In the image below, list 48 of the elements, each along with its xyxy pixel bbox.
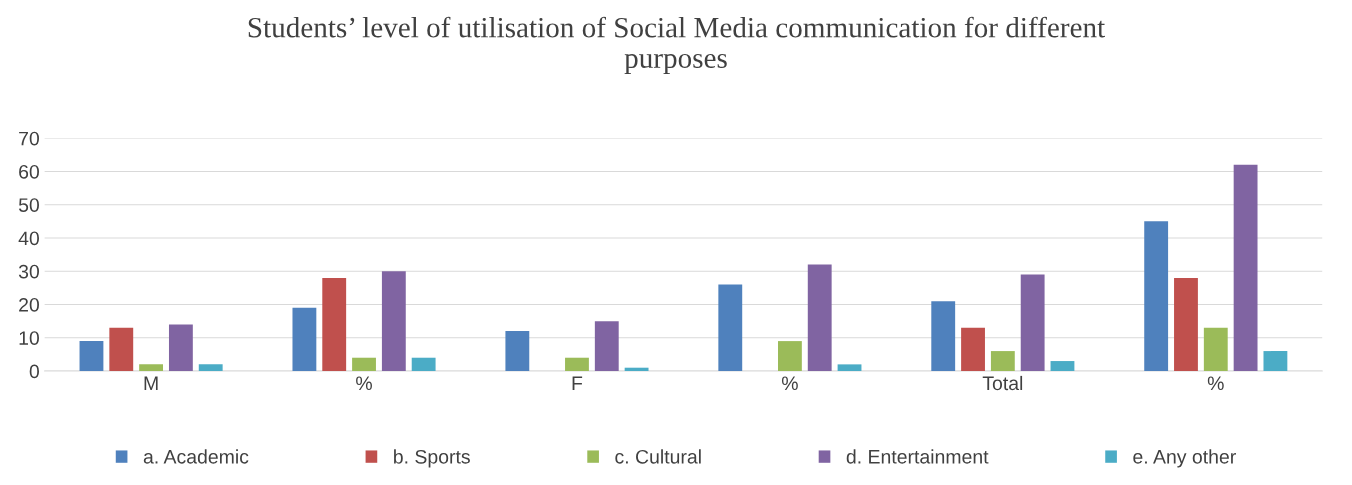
bar bbox=[718, 284, 743, 372]
bar bbox=[79, 341, 104, 372]
y-tick-label: 20 bbox=[19, 297, 39, 312]
bar bbox=[109, 327, 134, 372]
x-tick-label: M bbox=[144, 376, 158, 390]
bar bbox=[292, 307, 317, 372]
bar bbox=[139, 364, 164, 372]
x-tick-label: % bbox=[356, 376, 372, 391]
x-tick-label: % bbox=[781, 376, 798, 391]
legend-label: e. Any other bbox=[1133, 449, 1236, 468]
bar bbox=[505, 331, 530, 372]
bar bbox=[1144, 221, 1169, 372]
y-tick-label: 70 bbox=[19, 131, 39, 146]
legend-label: c. Cultural bbox=[615, 449, 701, 464]
bar bbox=[381, 271, 406, 372]
bar bbox=[1050, 361, 1075, 372]
bar bbox=[565, 357, 589, 372]
bar bbox=[1174, 277, 1198, 372]
bar bbox=[807, 264, 832, 372]
bar bbox=[322, 277, 347, 372]
bar bbox=[990, 351, 1015, 372]
x-tick-label: % bbox=[1207, 376, 1224, 391]
bar bbox=[168, 324, 193, 372]
bar bbox=[837, 364, 862, 372]
y-tick-label: 10 bbox=[19, 331, 39, 345]
bar bbox=[594, 321, 619, 372]
bar bbox=[1263, 351, 1288, 372]
bar bbox=[777, 341, 802, 372]
y-tick-label: 30 bbox=[18, 264, 39, 279]
y-tick-label: 40 bbox=[18, 231, 39, 246]
bar bbox=[352, 357, 376, 372]
legend-label: a. Academic bbox=[143, 449, 249, 464]
x-tick-label: Total bbox=[982, 375, 1023, 391]
legend-label: b. Sports bbox=[394, 449, 470, 468]
x-tick-label: F bbox=[572, 376, 583, 390]
bar bbox=[1233, 164, 1258, 372]
bar bbox=[411, 357, 436, 372]
y-tick-label: 50 bbox=[18, 198, 39, 212]
bar bbox=[1203, 327, 1228, 372]
bar bbox=[931, 301, 956, 372]
bar bbox=[961, 327, 985, 372]
legend-label: d. Entertainment bbox=[846, 449, 989, 464]
bar bbox=[198, 364, 223, 372]
y-tick-label: 60 bbox=[19, 164, 39, 179]
bar bbox=[624, 367, 649, 372]
bar bbox=[1020, 274, 1045, 372]
chart-title: Students’ level of utilisation of Social Media communication for different purposes bbox=[248, 16, 1106, 74]
y-tick-label: 0 bbox=[29, 364, 39, 379]
